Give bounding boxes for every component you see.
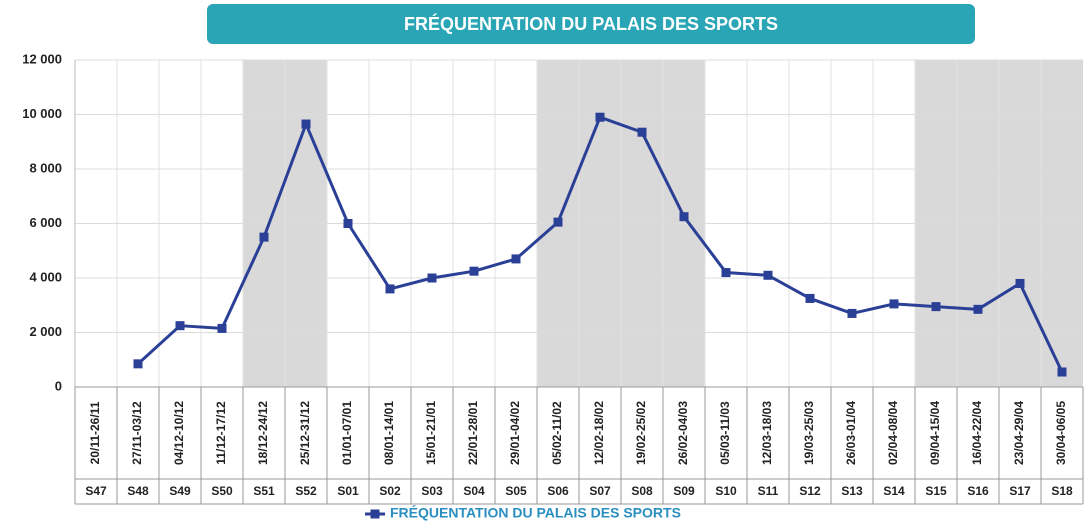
point-marker [175,321,185,331]
date-label: 23/04-29/04 [1012,401,1026,465]
date-label: 20/11-26/11 [88,401,102,464]
date-label: 30/04-06/05 [1054,401,1068,465]
point-marker [637,127,647,137]
date-label: 11/12-17/12 [214,401,228,465]
y-tick-label: 0 [55,378,62,393]
y-tick-label: 8 000 [29,160,62,175]
x-tick-label: S05 [505,484,527,498]
point-marker [805,293,815,303]
date-label: 29/01-04/02 [508,401,522,465]
point-marker [721,268,731,278]
point-marker [301,119,311,129]
point-marker [553,217,563,227]
x-tick-label: S02 [379,484,401,498]
point-marker [889,299,899,309]
date-label: 25/12-31/12 [298,401,312,465]
date-label: 26/03-01/04 [844,401,858,465]
y-tick-label: 4 000 [29,269,62,284]
point-marker [511,254,521,264]
point-marker [133,359,143,369]
date-label: 19/03-25/03 [802,401,816,465]
x-tick-label: S08 [631,484,653,498]
x-tick-label: S03 [421,484,443,498]
date-label: 19/02-25/02 [634,401,648,465]
point-marker [343,219,353,228]
y-tick-label: 12 000 [22,51,62,66]
x-tick-label: S09 [673,484,695,498]
date-label: 02/04-08/04 [886,401,900,465]
date-label: 05/03-11/03 [718,401,732,465]
point-marker [847,308,857,318]
y-tick-label: 10 000 [22,106,62,121]
x-tick-label: S51 [253,484,275,498]
x-tick-label: S10 [715,484,737,498]
date-label: 16/04-22/04 [970,401,984,465]
date-label: 08/01-14/01 [382,401,396,465]
date-label: 15/01-21/01 [424,401,438,465]
point-marker [1057,367,1067,377]
x-tick-label: S13 [841,484,863,498]
x-tick-label: S49 [169,484,191,498]
x-tick-label: S17 [1009,484,1031,498]
point-marker [973,304,983,314]
x-tick-label: S14 [883,484,905,498]
point-marker [931,302,941,312]
point-marker [595,112,605,122]
point-marker [385,284,395,294]
x-tick-label: S18 [1051,484,1073,498]
x-tick-label: S48 [127,484,149,498]
point-marker [763,270,773,280]
date-label: 12/03-18/03 [760,401,774,465]
date-label: 09/04-15/04 [928,401,942,465]
date-label: 12/02-18/02 [592,401,606,465]
point-marker [679,212,689,222]
title-banner [207,4,975,44]
date-label: 22/01-28/01 [466,401,480,465]
point-marker [469,266,479,276]
x-tick-label: S11 [758,484,779,498]
y-tick-label: 2 000 [29,324,62,339]
date-label: 04/12-10/12 [172,401,186,465]
legend-marker [370,509,380,519]
x-tick-label: S16 [967,484,989,498]
y-tick-label: 6 000 [29,215,62,230]
x-tick-label: S06 [547,484,569,498]
point-marker [217,323,227,333]
point-marker [427,273,437,283]
date-label: 18/12-24/12 [256,401,270,465]
x-tick-label: S04 [463,484,485,498]
x-tick-label: S15 [925,484,947,498]
x-tick-label: S01 [337,484,359,498]
date-label: 27/11-03/12 [130,401,144,465]
point-marker [259,232,269,242]
x-tick-label: S52 [295,484,317,498]
legend-label: FRÉQUENTATION DU PALAIS DES SPORTS [390,505,681,521]
date-label: 26/02-04/03 [676,401,690,465]
x-tick-label: S47 [85,484,107,498]
date-label: 05/02-11/02 [550,401,564,465]
date-label: 01/01-07/01 [340,401,354,465]
x-tick-label: S07 [589,484,611,498]
chart-title: FRÉQUENTATION DU PALAIS DES SPORTS [404,13,778,34]
x-tick-label: S12 [799,484,821,498]
point-marker [1015,278,1025,288]
x-tick-label: S50 [211,484,233,498]
